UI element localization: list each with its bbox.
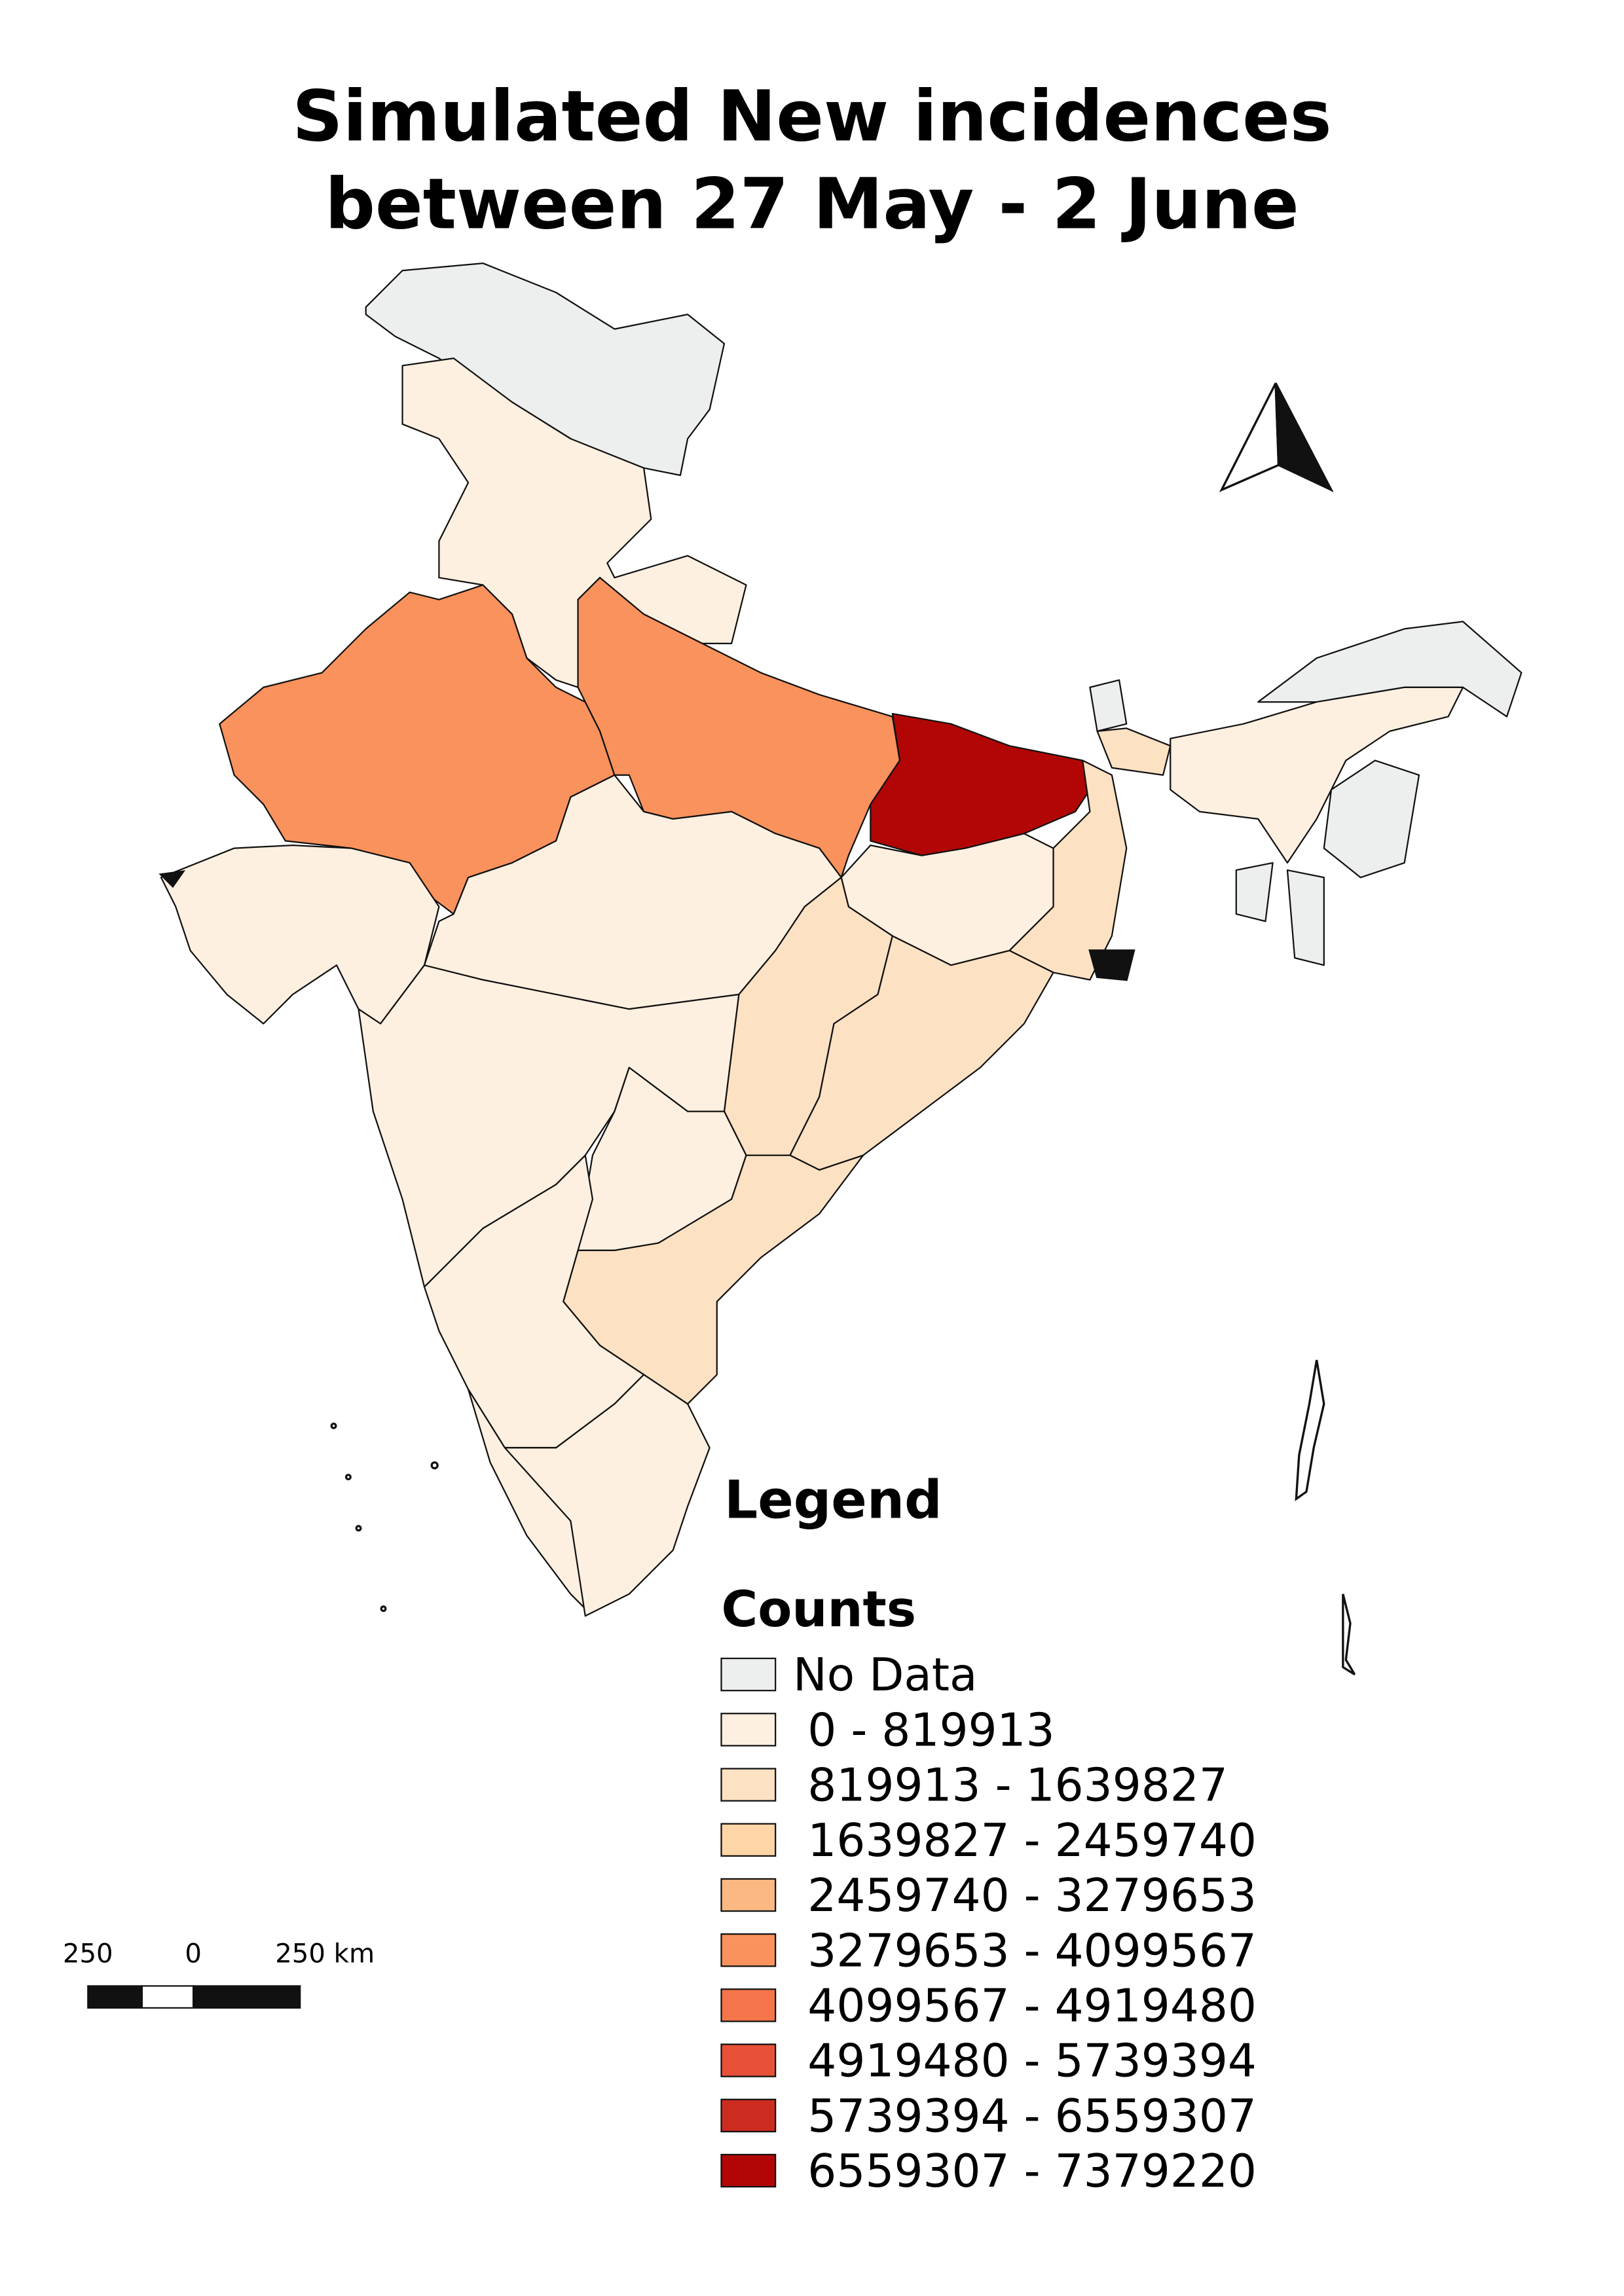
legend-swatch (720, 1878, 777, 1912)
regions (160, 262, 1522, 1617)
legend-label: 4919480 - 5739394 (807, 2035, 1257, 2088)
legend-label: 6559307 - 7379220 (807, 2145, 1257, 2198)
legend-label: 3279653 - 4099567 (807, 1925, 1257, 1977)
scale-bar: 250 0 250 km (63, 1939, 375, 2009)
region (365, 262, 726, 477)
region (1323, 759, 1420, 879)
legend-swatch (720, 1713, 777, 1747)
region (1089, 679, 1128, 732)
region (1096, 727, 1172, 776)
region (1170, 686, 1464, 864)
title-line: between 27 May - 2 June (325, 163, 1299, 245)
legend-label: No Data (793, 1649, 977, 1702)
region (504, 1374, 710, 1617)
legend-swatch (720, 2153, 777, 2188)
legend-label: 0 - 819913 (807, 1704, 1054, 1757)
legend-swatch (720, 1933, 777, 1967)
region (870, 712, 1091, 856)
islands (158, 870, 1356, 1676)
legend-label: 4099567 - 4919480 (807, 1980, 1257, 2033)
region (160, 844, 440, 1025)
legend-swatch (720, 2043, 777, 2077)
scale-label: 0 (185, 1939, 202, 1969)
legend-swatch (720, 1657, 777, 1692)
region (789, 935, 1054, 1171)
legend-label: 5739394 - 6559307 (807, 2090, 1257, 2143)
legend-swatch (720, 1988, 777, 2022)
legend-label: 1639827 - 2459740 (807, 1815, 1257, 1867)
scale-label: 250 (63, 1939, 113, 1969)
title-line: Simulated New incidences (292, 75, 1331, 157)
legend-label: 819913 - 1639827 (807, 1760, 1228, 1812)
legend-swatch (720, 1823, 777, 1857)
legend-title: Legend (724, 1469, 942, 1531)
legend-label: 2459740 - 3279653 (807, 1870, 1257, 1922)
north-arrow (1219, 382, 1334, 492)
legend-swatch (720, 1768, 777, 1802)
scale-label: 250 km (275, 1939, 375, 1969)
legend-subtitle: Counts (722, 1580, 917, 1638)
region (1235, 862, 1274, 922)
region (1286, 869, 1325, 966)
legend-swatch (720, 2098, 777, 2133)
